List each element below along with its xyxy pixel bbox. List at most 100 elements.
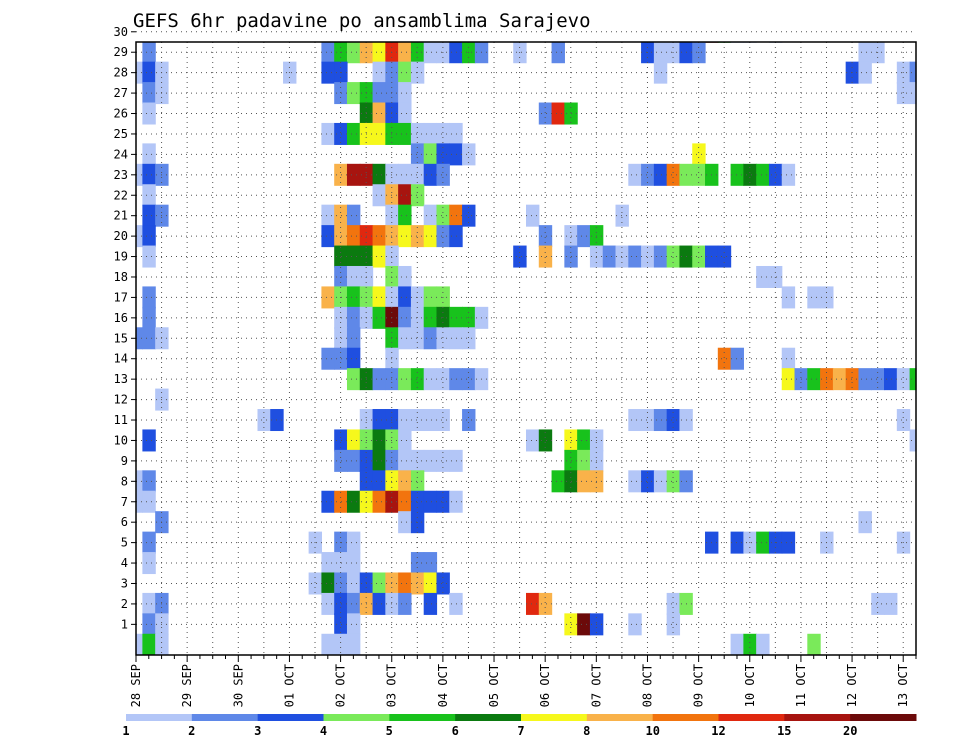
- heatmap-cell: [538, 245, 553, 268]
- heatmap-cell: [385, 368, 399, 391]
- y-tick-label: 27: [114, 86, 128, 100]
- x-tick-label: 29 SEP: [180, 664, 194, 707]
- heatmap-cell: [372, 225, 386, 248]
- heatmap-cell: [423, 572, 438, 595]
- heatmap-cell: [334, 265, 348, 288]
- heatmap-cell: [398, 61, 412, 84]
- heatmap-cell: [410, 327, 425, 350]
- heatmap-cell: [462, 204, 476, 227]
- heatmap-cell: [398, 42, 412, 64]
- heatmap-cell: [423, 122, 438, 145]
- heatmap-cell: [142, 184, 156, 207]
- heatmap-cell: [385, 122, 399, 145]
- heatmap-cell: [551, 42, 565, 64]
- legend-label: 1: [122, 724, 129, 738]
- heatmap-cell: [410, 490, 425, 513]
- heatmap-cell: [142, 552, 156, 575]
- heatmap-cell: [346, 490, 361, 513]
- heatmap-cell: [449, 327, 463, 350]
- heatmap-cell: [807, 633, 821, 655]
- heatmap-cell: [526, 429, 540, 452]
- heatmap-cell: [896, 409, 911, 432]
- heatmap-cell: [628, 163, 642, 186]
- y-tick-label: 13: [114, 372, 128, 386]
- heatmap-cell: [730, 347, 744, 370]
- heatmap-cell: [692, 143, 706, 166]
- x-tick-label: 01 OCT: [282, 664, 296, 707]
- chart-title: GEFS 6hr padavine po ansamblima Sarajevo: [133, 10, 591, 32]
- heatmap-cell: [666, 470, 681, 493]
- heatmap-cell: [743, 163, 757, 186]
- heatmap-cell: [334, 327, 348, 350]
- y-tick-label: 21: [114, 209, 128, 223]
- heatmap-cell: [730, 163, 744, 186]
- heatmap-cell: [334, 633, 348, 655]
- heatmap-cell: [142, 204, 156, 227]
- heatmap-cell: [142, 163, 156, 186]
- heatmap-cell: [385, 449, 399, 472]
- y-tick-label: 28: [114, 66, 128, 80]
- heatmap-cell: [781, 368, 796, 391]
- heatmap-cell: [334, 204, 348, 227]
- heatmap-cell: [321, 490, 335, 513]
- heatmap-cell: [334, 572, 348, 595]
- legend-swatch: [521, 714, 588, 721]
- grid-lines: [136, 31, 916, 655]
- heatmap-cell: [602, 245, 617, 268]
- heatmap-cell: [423, 449, 438, 472]
- heatmap-cell: [142, 470, 156, 493]
- heatmap-cell: [781, 347, 796, 370]
- heatmap-cell: [142, 286, 156, 309]
- heatmap-cell: [436, 490, 450, 513]
- y-tick-label: 18: [114, 270, 128, 284]
- legend-label: 8: [583, 724, 590, 738]
- heatmap-cell: [346, 265, 361, 288]
- heatmap-cell: [462, 368, 476, 391]
- heatmap-cell: [142, 225, 156, 248]
- heatmap-cell: [346, 163, 361, 186]
- heatmap-cell: [398, 572, 412, 595]
- heatmap-cell: [136, 225, 143, 248]
- heatmap-cell: [653, 42, 668, 64]
- heatmap-cell: [372, 449, 386, 472]
- heatmap-cell: [398, 225, 412, 248]
- heatmap-cell: [142, 306, 156, 329]
- heatmap-cell: [628, 245, 642, 268]
- legend-swatch: [718, 714, 785, 721]
- heatmap-cell: [321, 42, 335, 64]
- heatmap-cell: [385, 225, 399, 248]
- heatmap-cell: [781, 286, 796, 309]
- heatmap-cell: [334, 449, 348, 472]
- heatmap-cell: [730, 633, 744, 655]
- heatmap-cell: [372, 368, 386, 391]
- heatmap-cell: [385, 82, 399, 105]
- heatmap-cell: [577, 613, 591, 636]
- heatmap-cell: [385, 592, 399, 615]
- heatmap-cell: [398, 163, 412, 186]
- heatmap-cell: [845, 368, 860, 391]
- heatmap-cell: [436, 327, 450, 350]
- heatmap-cell: [334, 613, 348, 636]
- heatmap-cell: [334, 429, 348, 452]
- heatmap-cell: [807, 368, 821, 391]
- legend-swatch: [652, 714, 719, 721]
- heatmap-cell: [385, 265, 399, 288]
- heatmap-cell: [538, 429, 553, 452]
- heatmap-cell: [858, 61, 872, 84]
- heatmap-cell: [410, 122, 425, 145]
- heatmap-cell: [398, 286, 412, 309]
- x-tick-label: 05 OCT: [487, 664, 501, 707]
- heatmap-cell: [807, 286, 821, 309]
- heatmap-cell: [385, 572, 399, 595]
- heatmap-cell: [768, 265, 783, 288]
- heatmap-cell: [346, 552, 361, 575]
- heatmap-cell: [142, 143, 156, 166]
- heatmap-cell: [756, 265, 770, 288]
- heatmap-cell: [628, 613, 642, 636]
- x-tick-label: 04 OCT: [436, 664, 450, 707]
- legend-swatch: [455, 714, 522, 721]
- heatmap-cell: [526, 204, 540, 227]
- heatmap-cell: [398, 449, 412, 472]
- heatmap-cell: [372, 61, 386, 84]
- heatmap-cell: [756, 531, 770, 554]
